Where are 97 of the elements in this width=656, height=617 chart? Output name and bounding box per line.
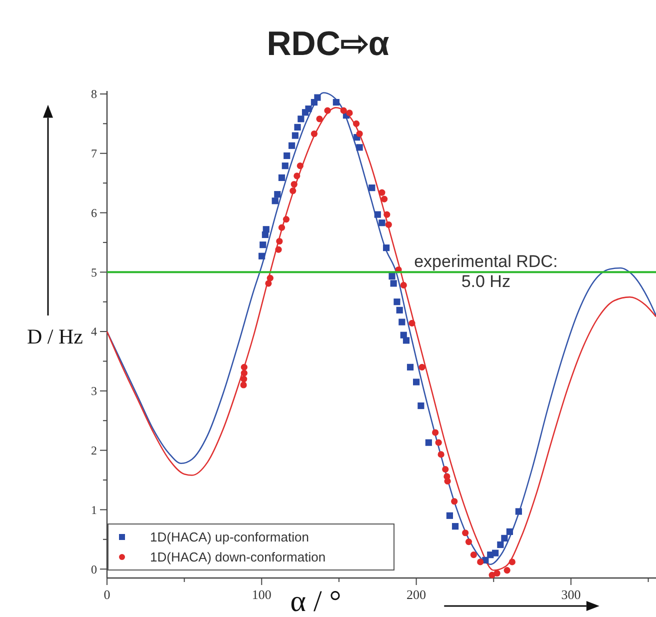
point (340, 107, 347, 114)
point (497, 541, 504, 548)
point (278, 174, 286, 182)
point (332, 98, 340, 106)
point (382, 244, 390, 252)
y-tick-label: 7 (91, 146, 97, 161)
point (272, 198, 278, 204)
point (501, 534, 508, 542)
point (406, 364, 414, 370)
point (240, 376, 248, 382)
x-tick-label: 300 (561, 587, 581, 602)
y-tick-label: 0 (91, 562, 97, 576)
point (265, 280, 272, 287)
point (504, 566, 510, 574)
point (388, 273, 396, 280)
point (477, 558, 484, 566)
point (452, 523, 459, 530)
point (396, 306, 403, 314)
point (276, 238, 283, 245)
point (296, 162, 304, 170)
point (298, 116, 304, 122)
point (240, 382, 247, 388)
point (444, 478, 451, 484)
x-tick-label: 200 (406, 587, 426, 602)
point (492, 550, 499, 556)
legend-label: 1D(HACA) down-conformation (150, 550, 326, 565)
point (408, 320, 416, 327)
point (266, 274, 274, 282)
point (284, 152, 290, 160)
x-axis-title: α / ° (290, 585, 342, 617)
y-tick-label: 5 (91, 265, 97, 280)
point (258, 252, 266, 260)
point (390, 280, 397, 287)
point (462, 530, 469, 536)
point (324, 107, 331, 114)
point (400, 282, 407, 289)
y-tick-label: 1 (91, 502, 97, 517)
y-tick-label: 4 (91, 324, 97, 339)
point (384, 211, 390, 218)
y-tick-label: 3 (91, 384, 97, 398)
y-tick-label: 8 (91, 87, 97, 102)
point (418, 402, 424, 410)
point (425, 439, 432, 446)
point (438, 451, 444, 458)
point (282, 216, 290, 223)
point (398, 318, 406, 326)
point (310, 130, 318, 138)
point (470, 552, 477, 558)
point (292, 132, 299, 139)
point (451, 498, 458, 505)
point (374, 211, 381, 218)
point (290, 187, 296, 194)
point (305, 106, 312, 112)
point (380, 196, 388, 202)
point (274, 191, 281, 198)
point (314, 94, 321, 101)
point (506, 528, 514, 535)
point (442, 466, 449, 473)
point (378, 220, 386, 226)
point (294, 124, 301, 131)
legend-label: 1D(HACA) up-conformation (150, 530, 309, 545)
point (346, 110, 353, 116)
point (432, 429, 439, 436)
chart-title: RDC⇨α (266, 25, 390, 63)
point (508, 558, 516, 566)
point (352, 120, 360, 127)
point (275, 246, 282, 253)
point (378, 189, 386, 196)
point (278, 224, 286, 231)
point (240, 364, 248, 370)
point (294, 172, 300, 180)
point (262, 226, 270, 233)
point (412, 378, 420, 386)
point (356, 144, 363, 151)
point (288, 142, 296, 149)
point (394, 298, 400, 306)
point (290, 180, 298, 188)
point (402, 337, 410, 344)
point (282, 162, 288, 170)
point (435, 439, 442, 446)
x-tick-label: 0 (104, 587, 110, 602)
point (494, 570, 500, 577)
y-axis-title: D / Hz (27, 324, 83, 348)
y-tick-label: 6 (91, 206, 97, 220)
point (418, 364, 426, 370)
y-tick-label: 2 (91, 444, 97, 458)
point (356, 130, 363, 138)
point (515, 508, 522, 515)
point (368, 184, 376, 192)
point (240, 370, 248, 376)
ref-line-label: experimental RDC: 5.0 Hz (414, 252, 558, 292)
x-tick-label: 100 (252, 587, 272, 602)
point (316, 116, 323, 122)
point (465, 538, 472, 546)
point (260, 242, 266, 248)
point (446, 512, 453, 519)
point (385, 221, 392, 228)
